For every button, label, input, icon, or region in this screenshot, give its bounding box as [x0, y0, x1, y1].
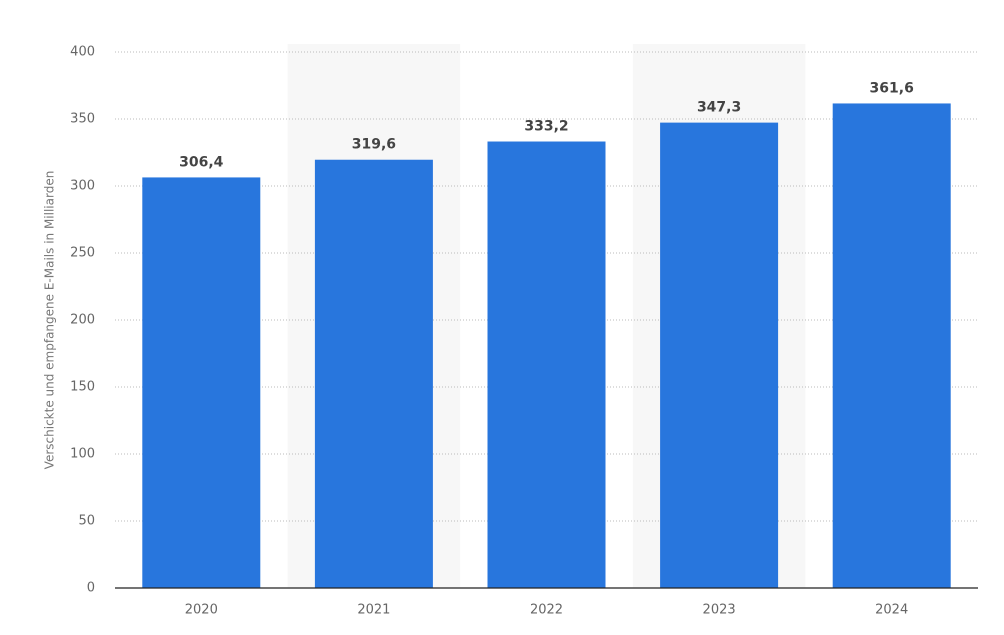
x-tick-label: 2023: [703, 603, 736, 618]
value-label: 333,2: [524, 119, 568, 135]
bar: [314, 159, 433, 588]
value-label: 319,6: [352, 137, 396, 153]
bar: [487, 141, 606, 588]
value-label: 347,3: [697, 100, 741, 116]
bar: [832, 103, 951, 589]
y-tick-label: 200: [70, 313, 95, 328]
x-tick-label: 2024: [875, 603, 908, 618]
y-tick-label: 50: [78, 514, 95, 529]
y-tick-label: 250: [70, 246, 95, 261]
bar: [142, 177, 261, 588]
y-tick-label: 0: [87, 581, 95, 596]
y-tick-label: 100: [70, 447, 95, 462]
y-tick-label: 150: [70, 380, 95, 395]
x-tick-label: 2020: [185, 603, 218, 618]
value-label: 361,6: [870, 80, 914, 96]
y-axis-label: Verschickte und empfangene E-Mails in Mi…: [43, 171, 57, 470]
y-tick-label: 400: [70, 45, 95, 60]
bar: [660, 122, 779, 589]
y-tick-label: 300: [70, 179, 95, 194]
value-label: 306,4: [179, 154, 224, 170]
y-tick-label: 350: [70, 112, 95, 127]
x-tick-label: 2021: [357, 603, 390, 618]
x-tick-label: 2022: [530, 603, 563, 618]
